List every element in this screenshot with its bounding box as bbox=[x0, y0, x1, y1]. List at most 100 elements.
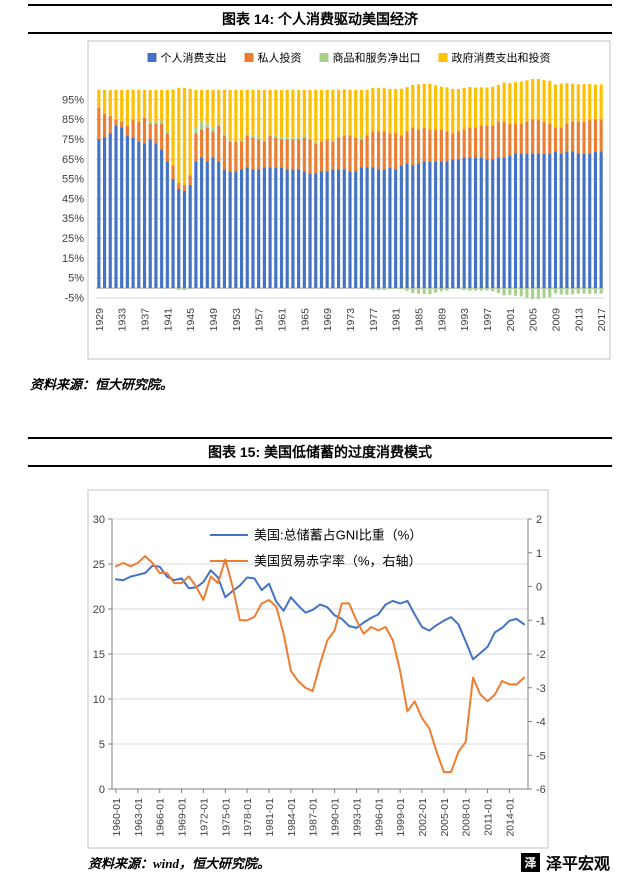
bar-segment bbox=[240, 141, 243, 169]
bar-segment bbox=[537, 120, 540, 154]
bar-segment bbox=[269, 90, 272, 135]
bar-segment bbox=[97, 108, 100, 140]
right-axis-tick-label: -1 bbox=[536, 615, 546, 627]
bar-segment bbox=[177, 183, 180, 189]
bar-segment bbox=[246, 167, 249, 288]
x-axis-tick-label: 1975-01 bbox=[220, 798, 232, 837]
bar-segment bbox=[525, 153, 528, 288]
bar-segment bbox=[491, 126, 494, 160]
bar-segment bbox=[251, 90, 254, 136]
bar-segment bbox=[280, 90, 283, 138]
bar-segment bbox=[423, 161, 426, 288]
bar-segment bbox=[240, 140, 243, 141]
bar-segment bbox=[206, 123, 209, 128]
bar-segment bbox=[120, 128, 123, 289]
bar-segment bbox=[360, 167, 363, 288]
bar-segment bbox=[400, 288, 403, 289]
y-axis-tick-label: 85% bbox=[62, 114, 84, 126]
bar-segment bbox=[371, 288, 374, 290]
x-axis-tick-label: 2005 bbox=[528, 308, 540, 332]
x-axis-tick-label: 1933 bbox=[117, 308, 129, 332]
bar-segment bbox=[582, 84, 585, 121]
bar-segment bbox=[440, 288, 443, 291]
bar-segment bbox=[308, 138, 311, 139]
bar-segment bbox=[348, 90, 351, 135]
bar-segment bbox=[457, 288, 460, 289]
x-axis-tick-label: 1966-01 bbox=[155, 798, 167, 837]
x-axis-tick-label: 2013 bbox=[573, 308, 585, 332]
bar-segment bbox=[177, 288, 180, 290]
bar-segment bbox=[109, 134, 112, 289]
chart-legend: 美国:总储蓄占GNI比重（%）美国贸易赤字率（%，右轴） bbox=[210, 528, 422, 569]
bar-segment bbox=[354, 137, 357, 171]
bar-segment bbox=[263, 90, 266, 141]
figure-14-title: 图表 14: 个人消费驱动美国经济 bbox=[28, 4, 612, 34]
bar-segment bbox=[343, 169, 346, 288]
bar-segment bbox=[360, 139, 363, 167]
bar-segment bbox=[548, 124, 551, 154]
bar-segment bbox=[303, 171, 306, 288]
bar-segment bbox=[514, 288, 517, 296]
x-axis-tick-label: 1961 bbox=[277, 308, 289, 332]
bar-segment bbox=[417, 163, 420, 288]
bar-segment bbox=[200, 121, 203, 130]
bar-segment bbox=[571, 151, 574, 288]
bar-segment bbox=[211, 127, 214, 132]
bar-segment bbox=[428, 84, 431, 130]
bar-segment bbox=[543, 122, 546, 154]
x-axis-tick-label: 1963-01 bbox=[133, 798, 145, 837]
bar-segment bbox=[434, 130, 437, 162]
right-axis-tick-label: -6 bbox=[536, 784, 546, 796]
bar-segment bbox=[468, 157, 471, 288]
legend-swatch bbox=[148, 53, 157, 62]
x-axis-tick-label: 1993 bbox=[459, 308, 471, 332]
bar-segment bbox=[234, 90, 237, 141]
legend-label: 美国:总储蓄占GNI比重（%） bbox=[254, 528, 422, 543]
bar-segment bbox=[520, 153, 523, 288]
x-axis-tick-label: 1972-01 bbox=[198, 798, 210, 837]
figure-15-source-text: 资料来源：wind，恒大研究院。 bbox=[88, 856, 270, 871]
legend-label: 商品和服务净出口 bbox=[333, 51, 421, 65]
bar-segment bbox=[183, 191, 186, 288]
bar-segment bbox=[314, 173, 317, 288]
bar-segment bbox=[200, 90, 203, 121]
bar-segment bbox=[543, 288, 546, 298]
bar-segment bbox=[308, 173, 311, 288]
right-axis-tick-label: -2 bbox=[536, 649, 546, 661]
bar-segment bbox=[223, 90, 226, 134]
bar-segment bbox=[400, 89, 403, 136]
x-axis-tick-label: 1997 bbox=[482, 308, 494, 332]
bar-segment bbox=[263, 140, 266, 141]
right-axis-tick-label: -4 bbox=[536, 717, 546, 729]
bar-segment bbox=[565, 124, 568, 152]
bar-segment bbox=[428, 161, 431, 288]
bar-segment bbox=[388, 134, 391, 168]
bar-segment bbox=[143, 143, 146, 288]
bar-segment bbox=[548, 153, 551, 288]
left-axis-tick-label: 0 bbox=[99, 784, 105, 796]
bar-segment bbox=[571, 84, 574, 122]
bar-segment bbox=[171, 165, 174, 179]
bar-segment bbox=[560, 288, 563, 294]
bar-segment bbox=[132, 90, 135, 120]
bar-segment bbox=[554, 85, 557, 128]
bar-segment bbox=[525, 80, 528, 121]
bar-segment bbox=[434, 288, 437, 293]
bar-segment bbox=[286, 169, 289, 288]
bar-segment bbox=[297, 90, 300, 137]
x-axis-tick-label: 2009 bbox=[550, 308, 562, 332]
bar-segment bbox=[577, 122, 580, 154]
bar-segment bbox=[485, 159, 488, 288]
bar-segment bbox=[554, 151, 557, 288]
bar-segment bbox=[594, 288, 597, 293]
x-axis-tick-label: 1981 bbox=[391, 308, 403, 332]
bar-segment bbox=[154, 124, 157, 144]
bar-segment bbox=[423, 288, 426, 294]
bar-segment bbox=[137, 122, 140, 142]
bar-segment bbox=[251, 136, 254, 138]
bar-segment bbox=[503, 157, 506, 288]
bar-segment bbox=[406, 87, 409, 131]
bar-segment bbox=[269, 135, 272, 167]
bar-segment bbox=[126, 135, 129, 288]
